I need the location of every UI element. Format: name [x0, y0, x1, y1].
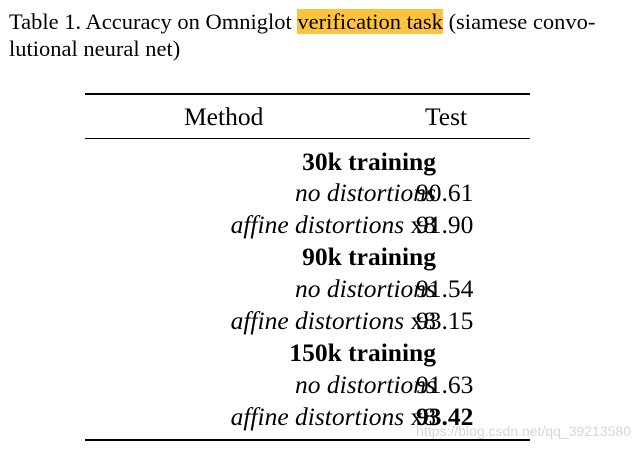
method-name: affine distortions	[230, 402, 405, 431]
method-cell: no distortions	[295, 273, 436, 305]
caption-highlight: verification task	[297, 9, 443, 34]
table-row: affine distortions x8 93.42	[85, 401, 530, 433]
test-value: 93.15	[416, 306, 474, 335]
table-top-rule	[85, 93, 530, 95]
test-value: 90.61	[416, 178, 474, 207]
method-suffix: x8	[404, 402, 437, 431]
method-cell: no distortions	[295, 369, 436, 401]
method-name: no distortions	[295, 370, 436, 399]
method-name: affine distortions	[230, 306, 405, 335]
table-row: affine distortions x8 91.90	[85, 209, 530, 241]
test-value: 91.63	[416, 370, 474, 399]
group-label: 90k training	[302, 242, 436, 271]
method-name: affine distortions	[230, 210, 405, 239]
method-cell: affine distortions x8	[231, 305, 436, 337]
table-row-group: 90k training	[85, 241, 530, 273]
caption-prefix: Table 1. Accuracy on Omniglot	[9, 9, 298, 34]
method-cell: no distortions	[295, 177, 436, 209]
table-header-rule	[85, 138, 530, 139]
table-bottom-rule	[85, 439, 530, 441]
group-label: 30k training	[302, 147, 436, 176]
method-suffix: x8	[404, 306, 437, 335]
watermark: https://blog.csdn.net/qq_39213580	[416, 423, 631, 439]
method-name: no distortions	[295, 274, 436, 303]
method-cell: affine distortions x8	[231, 209, 436, 241]
method-name: no distortions	[295, 178, 436, 207]
group-label: 150k training	[289, 338, 436, 367]
table-row-group: 30k training	[85, 146, 530, 178]
table-header-row: Method Test	[85, 101, 530, 133]
table-row: no distortions 91.54	[85, 273, 530, 305]
method-cell: affine distortions x8	[231, 401, 436, 433]
caption-suffix: (siamese convo-lutional neural net)	[9, 9, 596, 61]
method-suffix: x8	[404, 210, 437, 239]
table-caption: Table 1. Accuracy on Omniglot verificati…	[9, 8, 631, 62]
table-row: no distortions 90.61	[85, 177, 530, 209]
header-test: Test	[425, 102, 468, 131]
table-row: affine distortions x8 93.15	[85, 305, 530, 337]
test-value: 91.90	[416, 210, 474, 239]
test-value: 91.54	[416, 274, 474, 303]
test-value-best: 93.42	[416, 402, 474, 431]
table-row: no distortions 91.63	[85, 369, 530, 401]
table-row-group: 150k training	[85, 337, 530, 369]
header-method: Method	[184, 102, 264, 131]
